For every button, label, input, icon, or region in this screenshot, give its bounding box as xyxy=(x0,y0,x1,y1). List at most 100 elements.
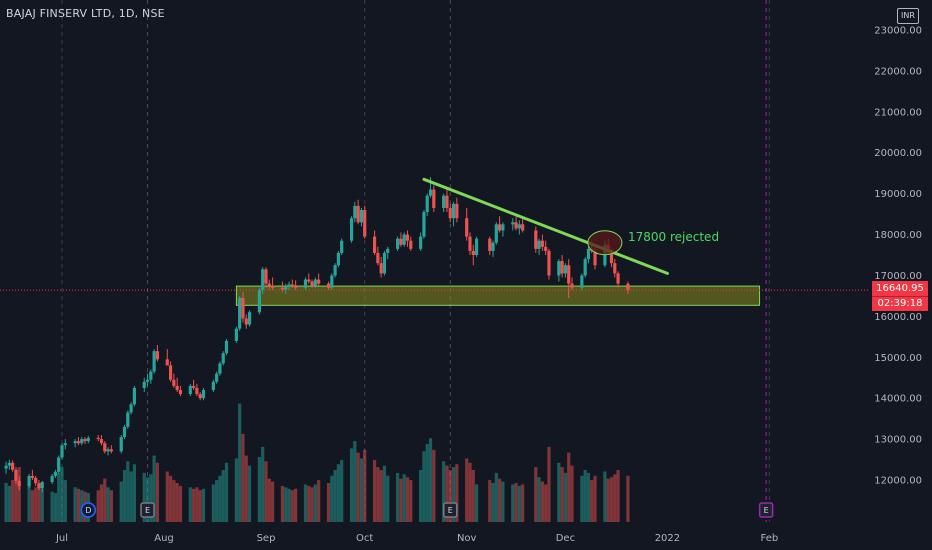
volume-bar xyxy=(603,471,607,522)
candle-body xyxy=(307,279,311,282)
candle-body xyxy=(280,287,285,290)
candle-body xyxy=(376,252,380,264)
volume-bar xyxy=(586,472,591,522)
x-tick-label: Dec xyxy=(556,533,575,544)
candle xyxy=(419,232,423,251)
candle xyxy=(244,314,248,329)
event-marker[interactable]: E xyxy=(140,502,155,518)
candle xyxy=(195,383,199,397)
volume-bar xyxy=(17,467,21,522)
candle xyxy=(211,379,215,393)
x-tick-label: Oct xyxy=(356,533,373,544)
volume-bar xyxy=(76,488,81,522)
candle-body xyxy=(432,189,436,208)
candle xyxy=(451,201,456,227)
volume-bar xyxy=(606,478,610,522)
y-tick-label: 13000.00 xyxy=(874,435,922,446)
volume-bar xyxy=(399,478,403,522)
volume-bar xyxy=(192,488,196,522)
candle xyxy=(494,222,498,245)
volume-bar xyxy=(432,449,436,522)
y-tick-label: 16000.00 xyxy=(874,312,922,323)
candle xyxy=(221,351,225,366)
volume-bar xyxy=(616,470,620,522)
dividend-marker-badge xyxy=(80,502,97,518)
volume-bar xyxy=(287,488,291,522)
volume-bar xyxy=(178,485,183,522)
volume-bar xyxy=(30,490,34,522)
candle xyxy=(517,220,521,235)
candle xyxy=(83,437,87,444)
event-marker[interactable]: E xyxy=(443,502,458,518)
candle-body xyxy=(211,381,215,390)
volume-bar xyxy=(234,458,238,522)
volume-bar xyxy=(152,455,156,522)
candle xyxy=(188,383,192,397)
volume-bar xyxy=(474,484,479,522)
volume-bar xyxy=(201,488,206,522)
candle-body xyxy=(498,224,502,231)
volume-bar xyxy=(501,481,505,522)
currency-badge[interactable]: INR xyxy=(897,8,919,24)
candle xyxy=(586,246,591,264)
candle-body xyxy=(40,482,44,489)
candle-body xyxy=(247,312,252,325)
candle-body xyxy=(333,265,337,276)
volume-bar xyxy=(593,475,597,522)
candle-body xyxy=(172,379,176,386)
volume-bar xyxy=(218,475,222,522)
candle-body xyxy=(119,437,123,452)
event-marker-label: E xyxy=(145,506,150,515)
candles xyxy=(4,177,630,493)
candle-body xyxy=(17,480,21,487)
candle xyxy=(498,216,502,233)
candle xyxy=(333,263,337,278)
rejection-annotation[interactable]: 17800 rejected xyxy=(628,230,720,244)
candle xyxy=(178,385,183,397)
candle-body xyxy=(99,439,104,444)
candle xyxy=(442,193,446,213)
volume-bar xyxy=(590,480,594,522)
volume-bar xyxy=(356,452,360,522)
candle-body xyxy=(514,222,518,229)
volume-bar xyxy=(609,477,614,522)
candle-body xyxy=(106,449,110,452)
event-marker[interactable]: E xyxy=(758,502,774,518)
volume-bar xyxy=(465,458,469,522)
y-tick-label: 21000.00 xyxy=(874,107,922,118)
candle-body xyxy=(359,210,364,223)
candle xyxy=(386,246,390,260)
event-marker[interactable]: D xyxy=(80,502,97,518)
candle xyxy=(129,402,133,415)
volume-bar xyxy=(165,471,169,522)
volume-bar xyxy=(14,470,18,522)
x-tick-label: Jul xyxy=(55,533,68,544)
candle xyxy=(557,259,561,282)
candle xyxy=(198,392,202,401)
candle-body xyxy=(201,390,206,399)
candle-body xyxy=(14,469,18,481)
volume-bar xyxy=(349,448,354,522)
candle-body xyxy=(517,224,521,229)
y-axis: 12000.00 13000.00 14000.00 15000.00 16000.00… xyxy=(874,26,922,487)
volume-bar xyxy=(307,485,311,522)
candle-body xyxy=(372,236,377,253)
candle xyxy=(175,377,179,393)
candle xyxy=(488,236,492,255)
volume-bar xyxy=(514,483,518,522)
candle-body xyxy=(4,465,8,469)
candle-body xyxy=(586,248,591,260)
candle-body xyxy=(563,265,568,274)
volume-bar xyxy=(155,462,160,522)
candle-body xyxy=(142,381,146,388)
volume-bar xyxy=(498,478,502,522)
volume-bar xyxy=(270,481,275,522)
y-tick-label: 15000.00 xyxy=(874,353,922,364)
earnings-marker-badge xyxy=(758,502,774,518)
volume-bar xyxy=(402,474,406,522)
candle-body xyxy=(168,365,173,380)
candle xyxy=(359,207,364,227)
y-tick-label: 14000.00 xyxy=(874,394,922,405)
candle-body xyxy=(455,203,459,219)
